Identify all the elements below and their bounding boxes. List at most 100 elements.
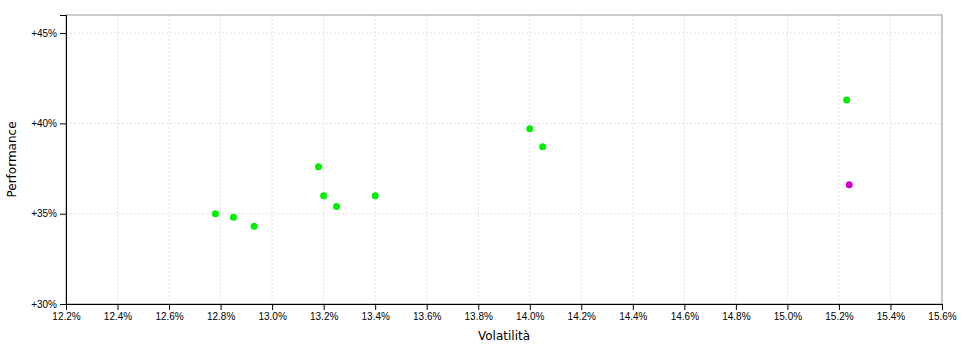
grid-line	[323, 15, 324, 304]
point	[372, 192, 379, 199]
grid-line	[169, 15, 170, 304]
tick-label: +45%	[31, 28, 57, 39]
grid-line	[426, 15, 427, 304]
tick: +30%	[31, 299, 66, 310]
tick-label: 13.8%	[465, 311, 493, 322]
tick-mark	[787, 304, 788, 310]
tick-mark	[736, 304, 737, 310]
tick-mark	[60, 33, 66, 34]
plot-frame	[66, 15, 942, 304]
tick-label: 14.8%	[722, 311, 750, 322]
tick-label: 15.6%	[928, 311, 956, 322]
point	[212, 210, 219, 217]
tick: 15.0%	[774, 304, 802, 322]
tick-label: +35%	[31, 208, 57, 219]
tick-mark	[684, 304, 685, 310]
tick-mark	[272, 304, 273, 310]
tick-mark	[221, 304, 222, 310]
grid-line	[787, 15, 788, 304]
point	[315, 163, 322, 170]
point	[230, 214, 237, 221]
tick-mark	[942, 304, 943, 310]
grid-line	[890, 15, 891, 304]
tick-mark	[478, 304, 479, 310]
tick: 14.2%	[568, 304, 596, 322]
tick-label: +40%	[31, 118, 57, 129]
tick: 15.4%	[877, 304, 905, 322]
x-axis-title: Volatilità	[478, 329, 530, 343]
tick: 13.8%	[465, 304, 493, 322]
tick-label: 14.0%	[516, 311, 544, 322]
tick: 15.2%	[825, 304, 853, 322]
tick-label: 12.4%	[104, 311, 132, 322]
tick-mark	[890, 304, 891, 310]
point	[846, 181, 853, 188]
grid-line	[66, 33, 942, 34]
grid-line	[375, 15, 376, 304]
tick-mark	[530, 304, 531, 310]
tick: 14.6%	[671, 304, 699, 322]
tick-mark	[60, 214, 66, 215]
tick-mark	[839, 304, 840, 310]
grid-line	[581, 15, 582, 304]
tick-mark	[427, 304, 428, 310]
tick: 15.6%	[928, 304, 956, 322]
tick: +40%	[31, 118, 66, 129]
series	[212, 96, 850, 229]
tick-mark	[60, 123, 66, 124]
tick-mark	[581, 304, 582, 310]
tick-label: 15.0%	[774, 311, 802, 322]
tick-label: 13.2%	[310, 311, 338, 322]
tick: 12.8%	[207, 304, 235, 322]
tick: 13.4%	[361, 304, 389, 322]
grid-line	[66, 123, 942, 124]
tick-mark	[633, 304, 634, 310]
grid-line	[66, 213, 942, 214]
grid-line	[632, 15, 633, 304]
grid	[66, 15, 942, 304]
tick: 14.0%	[516, 304, 544, 322]
grid-line	[220, 15, 221, 304]
tick-label: 12.6%	[155, 311, 183, 322]
tick: 12.4%	[104, 304, 132, 322]
axis-line	[67, 305, 943, 311]
tick: 14.4%	[619, 304, 647, 322]
tick-label: +30%	[31, 299, 57, 310]
tick: 13.0%	[258, 304, 286, 322]
tick: +35%	[31, 208, 66, 219]
plot-area: 12.2%12.4%12.6%12.8%13.0%13.2%13.4%13.6%…	[31, 15, 957, 322]
points	[212, 96, 853, 229]
tick-label: 15.2%	[825, 311, 853, 322]
point	[333, 203, 340, 210]
x-axis: 12.2%12.4%12.6%12.8%13.0%13.2%13.4%13.6%…	[52, 304, 956, 322]
tick: 13.2%	[310, 304, 338, 322]
tick-label: 15.4%	[877, 311, 905, 322]
tick-label: 14.4%	[619, 311, 647, 322]
tick-label: 14.2%	[568, 311, 596, 322]
tick-label: 13.6%	[413, 311, 441, 322]
tick-mark	[169, 304, 170, 310]
chart: 12.2%12.4%12.6%12.8%13.0%13.2%13.4%13.6%…	[0, 0, 966, 350]
grid-line	[272, 15, 273, 304]
tick-mark	[60, 304, 66, 305]
tick: 12.6%	[155, 304, 183, 322]
tick-label: 13.4%	[361, 311, 389, 322]
grid-line	[735, 15, 736, 304]
point	[251, 223, 258, 230]
series	[846, 181, 853, 188]
grid-line	[684, 15, 685, 304]
tick: +45%	[31, 28, 66, 39]
grid-line	[117, 15, 118, 304]
tick-label: 14.6%	[671, 311, 699, 322]
tick-label: 13.0%	[258, 311, 286, 322]
tick: 13.6%	[413, 304, 441, 322]
point	[843, 96, 850, 103]
point	[539, 143, 546, 150]
grid-line	[478, 15, 479, 304]
grid-line	[529, 15, 530, 304]
tick: 14.8%	[722, 304, 750, 322]
grid-line	[838, 15, 839, 304]
tick-mark	[375, 304, 376, 310]
y-axis: +30% +35% +40% +45%	[31, 16, 66, 310]
axis-line	[60, 16, 67, 305]
